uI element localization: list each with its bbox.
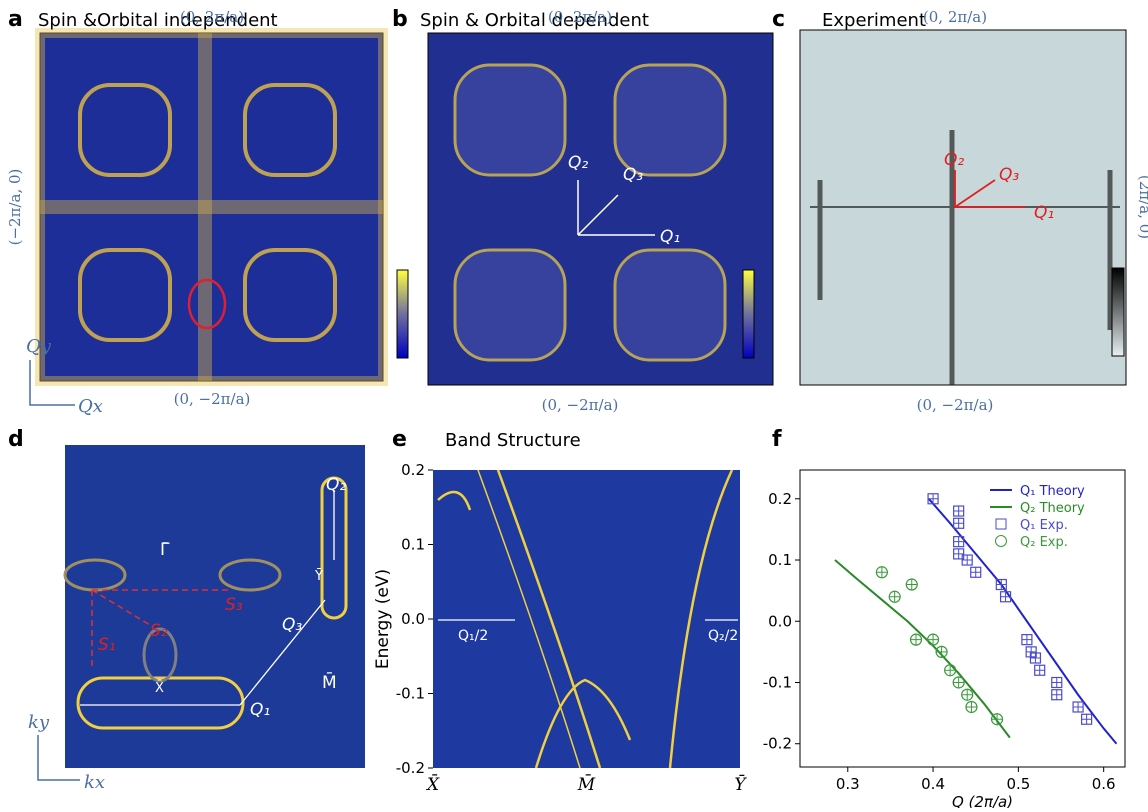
legend-label: Q₁ Theory	[1020, 484, 1085, 499]
axis-label: (0, −2π/a)	[917, 396, 994, 414]
panel-title: Experiment	[822, 10, 926, 31]
axis-label: (0, 2π/a)	[923, 8, 987, 26]
axis-label: (−2π/a, 0)	[6, 169, 24, 246]
legend-swatch	[996, 519, 1006, 529]
legend-label: Q₁ Exp.	[1020, 518, 1068, 533]
line	[835, 560, 1010, 738]
vector-label: Q₃	[999, 165, 1019, 185]
axis-label: kx	[84, 772, 105, 793]
axis-label: (0, 2π/a)	[180, 8, 244, 26]
panel-label: a	[8, 7, 23, 32]
vector-label: S₁	[98, 635, 116, 655]
legend-swatch	[996, 536, 1007, 547]
y-tick-label: -0.2	[396, 759, 425, 777]
x-axis-title: Q (2π/a)	[952, 793, 1013, 808]
panel-title: Spin & Orbital dependent	[420, 10, 649, 31]
y-tick-label: 0.0	[768, 612, 792, 630]
x-tick-label: M̄	[577, 773, 596, 795]
marker-cross	[1073, 702, 1083, 712]
vector-label: S₂	[150, 621, 168, 641]
marker-cross	[1030, 653, 1040, 663]
panel-label: d	[8, 427, 24, 452]
y-tick-label: 0.0	[401, 610, 425, 628]
colorbar	[1112, 268, 1124, 356]
legend-label: Q₂ Theory	[1020, 501, 1085, 516]
panel-title: Band Structure	[445, 430, 581, 451]
y-tick-label: 0.1	[401, 536, 425, 554]
y-axis-title: Energy (eV)	[373, 569, 393, 669]
axis-label: Qy	[26, 336, 52, 357]
y-tick-label: -0.2	[763, 735, 792, 753]
panel-d: Γ̄ Ȳ X̄ M̄ Q₂ Q₃ Q₁ S₁ S₂ S₃ ky kx d	[8, 427, 365, 793]
panel-e: e Band Structure Q₁/2 Q₂/2	[392, 427, 740, 768]
point-label: Ȳ	[314, 569, 323, 584]
x-tick-label: 0.5	[1006, 775, 1030, 793]
vector-label: Q₂	[568, 153, 588, 173]
vector-label: Q₃	[282, 615, 302, 635]
point-label: M̄	[322, 671, 337, 693]
panel-b: Q₂ Q₃ Q₁ b Spin & Orbital dependent (0, …	[392, 7, 773, 414]
x-tick-label: 0.6	[1092, 775, 1116, 793]
vector-label: Q₂	[326, 475, 346, 495]
marker-cross	[954, 506, 964, 516]
axis-label: (2π/a, 0)	[1136, 175, 1148, 239]
axis-label: (0, −2π/a)	[542, 396, 619, 414]
axis-label: (0, −2π/a)	[174, 390, 251, 408]
panel-a: a Spin &Orbital independent (0, 2π/a) (0…	[6, 7, 408, 417]
colorbar	[743, 270, 754, 358]
y-tick-label: -0.1	[396, 685, 425, 703]
marker-cross	[1022, 635, 1032, 645]
marker-cross	[1035, 665, 1045, 675]
y-tick-label: 0.1	[768, 551, 792, 569]
panel-label: f	[772, 427, 782, 452]
point-label: X̄	[155, 681, 164, 696]
colorbar	[397, 270, 408, 358]
marker-cross	[1052, 677, 1062, 687]
y-tick-label: -0.1	[763, 673, 792, 691]
figure: a Spin &Orbital independent (0, 2π/a) (0…	[0, 0, 1148, 808]
marker-cross	[971, 567, 981, 577]
axis-label: Qx	[78, 396, 103, 417]
panel-label: c	[772, 7, 785, 32]
x-tick-label: 0.4	[921, 775, 945, 793]
vector-label: Q₃	[623, 165, 643, 185]
vector-label: Q₁	[1034, 203, 1054, 223]
marker-cross	[928, 494, 938, 504]
vector-label: Q₂	[944, 150, 964, 170]
marker-cross	[1026, 647, 1036, 657]
marker-cross	[1082, 714, 1092, 724]
vector-label: Q₁	[660, 227, 680, 247]
point-label: Γ̄	[160, 540, 170, 560]
panel-label: b	[392, 7, 408, 32]
y-tick-label: 0.2	[768, 490, 792, 508]
x-tick-label: 0.3	[836, 775, 860, 793]
vector-label: S₃	[225, 595, 243, 615]
annotation: Q₁/2	[458, 628, 488, 644]
annotation: Q₂/2	[708, 628, 738, 644]
axis-label: (0, 2π/a)	[548, 8, 612, 26]
legend-label: Q₂ Exp.	[1020, 535, 1068, 550]
x-tick-label: Ȳ	[734, 774, 747, 795]
axis-label: ky	[28, 712, 50, 733]
vector-label: Q₁	[250, 700, 270, 720]
marker-cross	[1001, 592, 1011, 602]
x-tick-label: X̄	[425, 773, 440, 795]
panel-label: e	[392, 427, 407, 452]
marker-cross	[954, 518, 964, 528]
marker-cross	[1052, 690, 1062, 700]
y-tick-label: 0.2	[401, 461, 425, 479]
panel-c: Q₂ Q₃ Q₁ c Experiment (0, 2π/a) (0, −2π/…	[772, 7, 1148, 414]
